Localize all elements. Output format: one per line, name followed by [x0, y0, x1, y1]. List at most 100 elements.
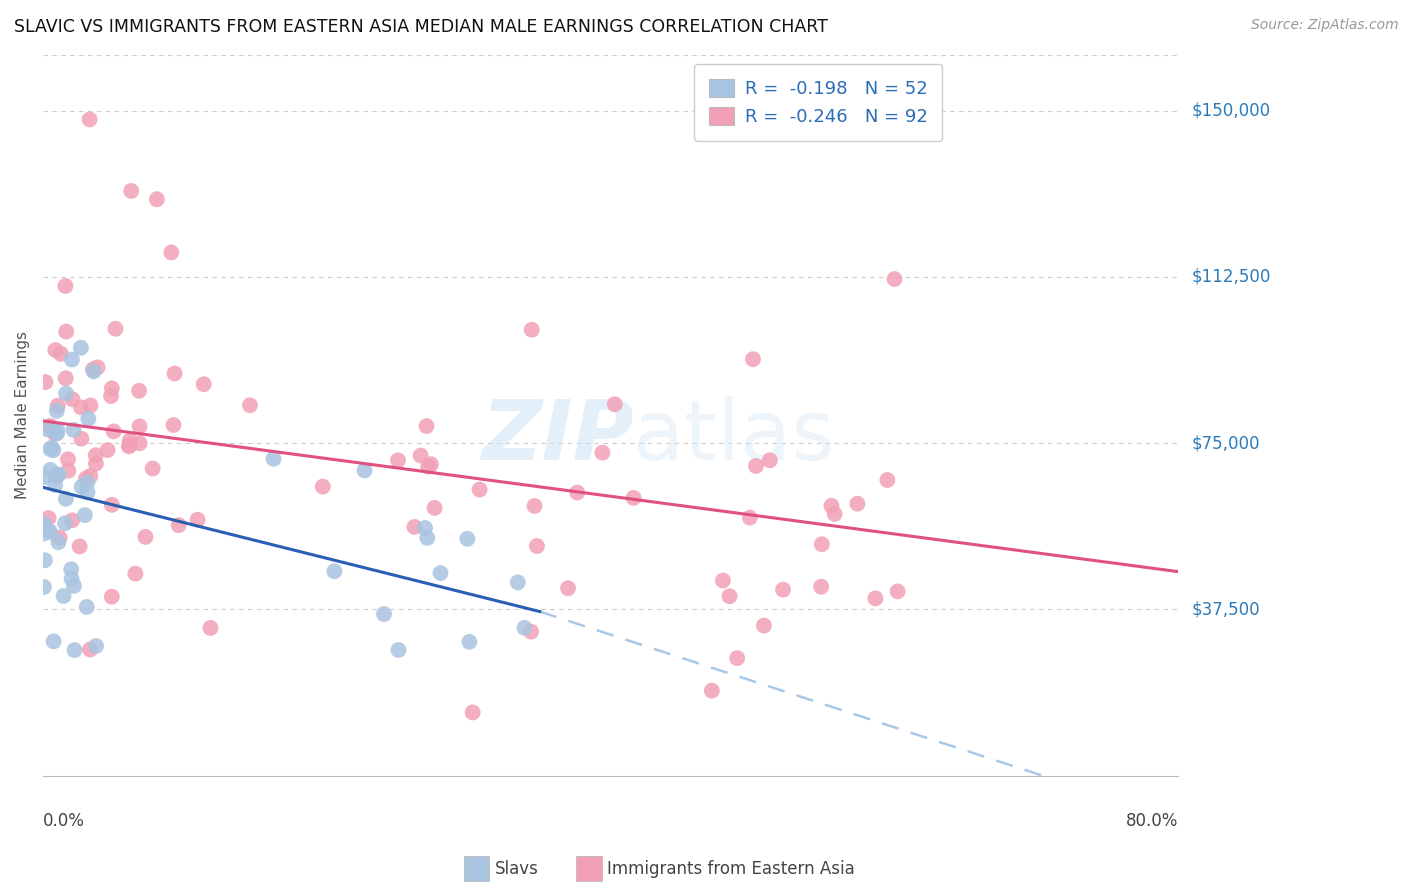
Point [46, 399, 69, 413]
Point [353, 463, 375, 477]
Text: ZIP: ZIP [481, 396, 634, 477]
Point [128, 384, 150, 398]
Point [86, 360, 108, 375]
Point [373, 607, 395, 621]
Point [167, 518, 190, 533]
Point [34, 375, 56, 389]
Point [239, 398, 262, 412]
Point [79, 399, 101, 413]
Point [409, 449, 432, 463]
Point [32, 580, 55, 594]
Point [42, 634, 65, 648]
Point [62, 423, 84, 437]
Point [44, 343, 66, 357]
Point [416, 531, 439, 545]
Point [42, 443, 65, 458]
Text: 0.0%: 0.0% [44, 812, 86, 830]
Point [84, 639, 107, 653]
Text: Source: ZipAtlas.com: Source: ZipAtlas.com [1251, 18, 1399, 32]
Point [46, 426, 69, 441]
Point [55, 325, 77, 339]
Point [523, 499, 546, 513]
Point [101, 498, 124, 512]
Point [623, 491, 645, 505]
Point [387, 643, 409, 657]
Point [738, 510, 761, 524]
Point [404, 520, 426, 534]
Point [700, 683, 723, 698]
Point [82, 362, 104, 376]
Point [77, 411, 100, 425]
Point [263, 451, 285, 466]
Point [46, 535, 69, 549]
Point [520, 624, 543, 639]
Point [323, 564, 346, 578]
Point [63, 643, 86, 657]
Point [160, 245, 183, 260]
Point [62, 392, 84, 407]
Point [759, 453, 782, 467]
Point [886, 584, 908, 599]
Point [48, 467, 70, 482]
Point [56, 452, 79, 467]
Point [63, 579, 86, 593]
Point [60, 352, 83, 367]
Point [725, 651, 748, 665]
Point [876, 473, 898, 487]
Point [142, 461, 165, 475]
Point [120, 184, 142, 198]
Point [97, 443, 120, 458]
Point [34, 470, 56, 484]
Text: Immigrants from Eastern Asia: Immigrants from Eastern Asia [607, 860, 855, 878]
Point [46, 469, 69, 483]
Point [810, 580, 832, 594]
Point [46, 423, 69, 437]
Point [456, 532, 478, 546]
Point [44, 478, 66, 492]
Point [124, 566, 146, 581]
Point [84, 448, 107, 462]
Point [468, 483, 491, 497]
Point [38, 511, 60, 525]
Point [745, 458, 768, 473]
Point [603, 397, 626, 411]
Y-axis label: Median Male Earnings: Median Male Earnings [15, 331, 30, 500]
Point [846, 497, 869, 511]
Point [718, 589, 741, 603]
Text: Slavs: Slavs [495, 860, 538, 878]
Point [35, 523, 58, 537]
Text: $150,000: $150,000 [1192, 102, 1271, 120]
Point [711, 574, 734, 588]
Point [76, 599, 98, 614]
Point [69, 540, 91, 554]
Point [567, 485, 589, 500]
Point [772, 582, 794, 597]
Point [865, 591, 887, 606]
Point [118, 439, 141, 453]
Point [423, 500, 446, 515]
Point [146, 192, 169, 206]
Point [100, 389, 122, 403]
Point [591, 445, 613, 459]
Point [420, 457, 443, 471]
Point [526, 539, 548, 553]
Point [104, 322, 127, 336]
Point [752, 618, 775, 632]
Text: $37,500: $37,500 [1192, 600, 1261, 618]
Point [39, 418, 62, 433]
Point [73, 508, 96, 522]
Point [118, 438, 141, 452]
Point [824, 507, 846, 521]
Point [70, 341, 93, 355]
Point [49, 347, 72, 361]
Point [100, 590, 122, 604]
Point [60, 562, 83, 576]
Point [134, 530, 156, 544]
Text: atlas: atlas [634, 396, 835, 477]
Point [70, 432, 93, 446]
Point [55, 491, 77, 506]
Point [39, 524, 62, 539]
Point [557, 581, 579, 595]
Point [387, 453, 409, 467]
Point [513, 621, 536, 635]
